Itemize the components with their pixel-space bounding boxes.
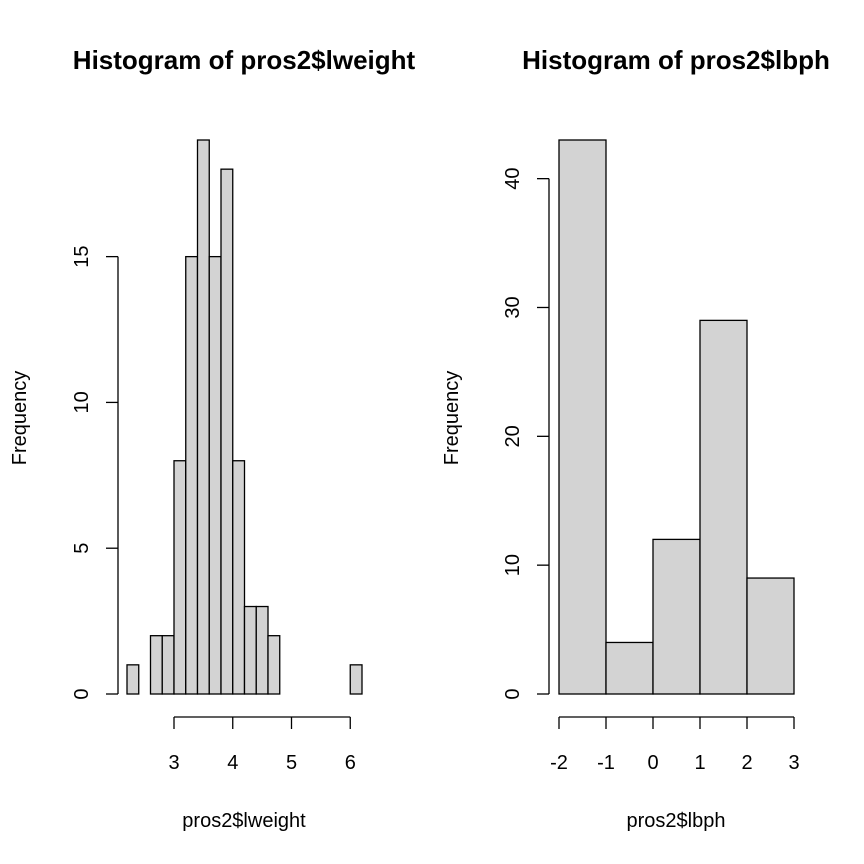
histogram-bar — [255, 605, 269, 695]
x-tick-label: 3 — [168, 752, 179, 774]
y-tick-label: 10 — [502, 554, 524, 576]
x-tick-label: -2 — [550, 752, 568, 774]
histogram-bar — [173, 460, 187, 695]
histogram-bar — [126, 664, 140, 695]
axes: 0 10 20 30 40 -2 -1 0 1 2 3 — [502, 168, 800, 774]
histogram-bar — [196, 139, 210, 695]
y-tick-label: 0 — [71, 688, 93, 699]
histogram-bar — [161, 635, 175, 695]
bars — [558, 139, 795, 695]
histogram-bar — [185, 255, 199, 695]
y-tick-label: 0 — [502, 688, 524, 699]
y-axis-label: Frequency — [441, 371, 463, 466]
histogram-bar — [208, 255, 222, 695]
histogram-bar — [149, 635, 163, 695]
x-tick-label: 3 — [788, 752, 799, 774]
y-tick-label: 20 — [502, 425, 524, 447]
y-tick-label: 10 — [71, 391, 93, 413]
histogram-lweight-panel: Histogram of pros2$lweight pros2$lweight… — [9, 45, 416, 832]
x-tick-label: 0 — [647, 752, 658, 774]
x-tick-label: 5 — [286, 752, 297, 774]
histogram-bar — [605, 641, 654, 695]
y-axis-label: Frequency — [9, 371, 31, 466]
histogram-bar — [349, 664, 363, 695]
y-tick-label: 15 — [71, 246, 93, 268]
x-tick-label: 2 — [741, 752, 752, 774]
histogram-lbph-panel: Histogram of pros2$lbph pros2$lbph Frequ… — [441, 45, 830, 832]
histogram-bar — [243, 605, 257, 695]
histogram-bar — [267, 635, 281, 695]
y-tick-label: 30 — [502, 296, 524, 318]
x-tick-label: 6 — [345, 752, 356, 774]
x-tick-label: -1 — [597, 752, 615, 774]
x-tick-label: 1 — [694, 752, 705, 774]
histogram-bar — [220, 168, 234, 695]
histogram-bar — [699, 319, 748, 695]
x-tick-label: 4 — [227, 752, 238, 774]
histogram-bar — [746, 577, 795, 695]
chart-title: Histogram of pros2$lweight — [73, 45, 416, 75]
axes: 0 5 10 15 3 4 5 6 — [71, 246, 356, 774]
y-tick-label: 5 — [71, 543, 93, 554]
chart-title: Histogram of pros2$lbph — [522, 45, 830, 75]
y-tick-label: 40 — [502, 168, 524, 190]
x-axis-label: pros2$lbph — [627, 810, 726, 832]
bars — [126, 139, 363, 695]
histogram-bar — [232, 460, 246, 695]
histogram-bar — [652, 538, 701, 695]
x-axis-label: pros2$lweight — [182, 810, 306, 832]
histogram-bar — [558, 139, 607, 695]
